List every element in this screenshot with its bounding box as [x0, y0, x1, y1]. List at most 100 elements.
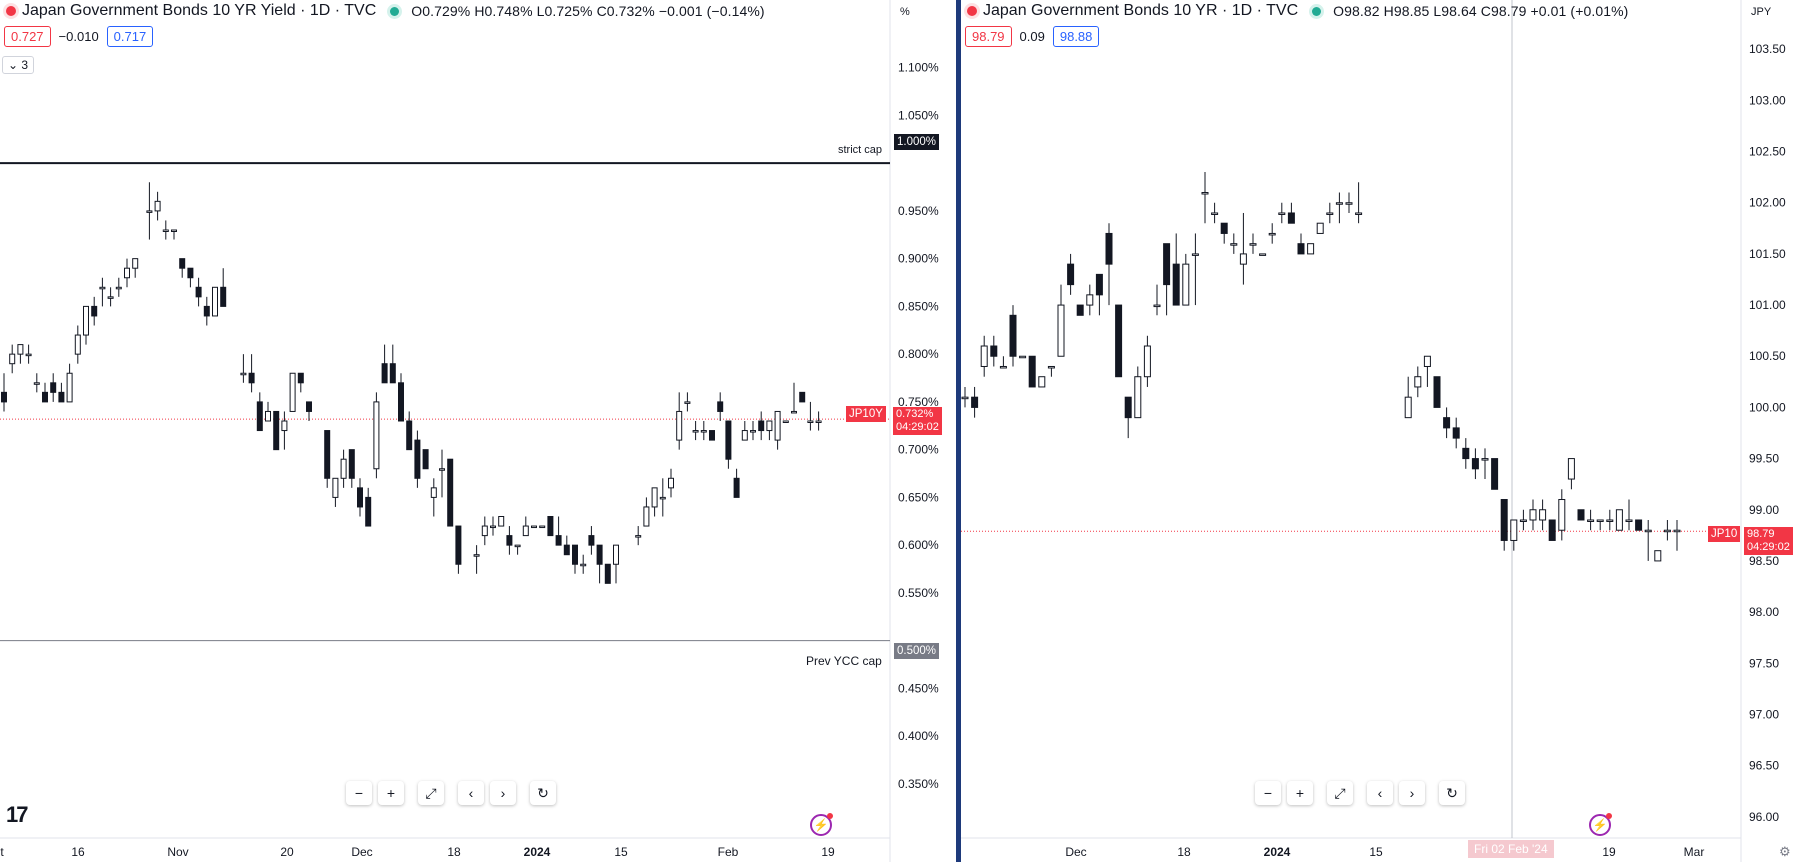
candle — [692, 421, 699, 441]
candle-body — [733, 477, 740, 498]
candle-body — [1201, 192, 1209, 195]
candle-body — [340, 458, 347, 479]
candle-body — [1510, 519, 1518, 541]
price-axis-label: 0.900% — [898, 252, 939, 266]
reset-chart-button[interactable]: ↻ — [1439, 781, 1465, 805]
candle-body — [782, 420, 789, 423]
candle-body — [522, 525, 529, 537]
time-axis-label: 15 — [1369, 845, 1383, 859]
candle-body — [99, 286, 106, 290]
candle-body — [1326, 212, 1334, 215]
candle-body — [162, 229, 169, 232]
data-status-icon — [390, 6, 400, 16]
scroll-left-button[interactable]: ‹ — [1367, 781, 1393, 805]
candle — [332, 477, 339, 507]
bid-price[interactable]: 98.79 — [965, 26, 1012, 47]
bid-price[interactable]: 0.727 — [4, 26, 51, 47]
candle-body — [1249, 243, 1257, 246]
candle-body — [961, 396, 969, 400]
candle — [1548, 519, 1556, 541]
candle — [980, 335, 988, 377]
candle-body — [414, 439, 421, 479]
candle — [1654, 550, 1662, 562]
candle — [124, 258, 130, 288]
candle-body — [613, 544, 619, 565]
fit-screen-button[interactable]: ⤢ — [1327, 781, 1353, 805]
candle-body — [604, 563, 611, 584]
price-axis-label: 0.450% — [898, 681, 939, 695]
candle-body — [514, 544, 521, 548]
candle-body — [531, 525, 537, 529]
candle — [1462, 438, 1470, 469]
candle-body — [1452, 427, 1460, 439]
candle-body — [124, 267, 130, 279]
candle-body — [1076, 304, 1084, 316]
candle-body — [1182, 263, 1190, 306]
candle — [1057, 284, 1065, 357]
candle — [1095, 273, 1103, 316]
candle-body — [1635, 519, 1643, 531]
candle-body — [1316, 222, 1324, 234]
data-status-icon — [1312, 6, 1322, 16]
candle — [588, 526, 595, 555]
scroll-right-button[interactable]: › — [1399, 781, 1425, 805]
candle-body — [1124, 396, 1132, 419]
pane-divider[interactable] — [956, 0, 961, 862]
zoom-out-button[interactable]: − — [1255, 781, 1281, 805]
last-price-tag: 0.732% 04:29:02 — [893, 407, 942, 435]
candle — [1567, 458, 1575, 490]
zoom-in-button[interactable]: + — [1287, 781, 1313, 805]
chart-pane-left[interactable]: 1.100% 1.050% 0.950% 0.900% 0.850% 0.800% 0.75… — [0, 0, 956, 862]
candle-body — [256, 401, 263, 432]
price-axis-label: 101.50 — [1749, 247, 1786, 261]
candle — [340, 449, 347, 488]
currency-label[interactable]: JPY — [1751, 6, 1772, 18]
settings-gear-icon[interactable]: ⚙ — [1779, 844, 1791, 859]
scroll-right-button[interactable]: › — [490, 781, 516, 805]
market-closed-icon — [6, 6, 16, 16]
candle — [17, 344, 24, 364]
zoom-in-button[interactable]: + — [378, 781, 404, 805]
candle — [1143, 335, 1151, 387]
ask-price[interactable]: 98.88 — [1052, 26, 1100, 47]
candle — [758, 411, 765, 441]
time-axis-label: Dec — [1065, 845, 1086, 859]
price-axis-label: 0.750% — [898, 395, 939, 409]
candle-body — [240, 372, 247, 376]
price-axis-label: 97.50 — [1749, 656, 1779, 670]
ycc-cap-label: Prev YCC cap — [806, 654, 882, 668]
candle-body — [66, 372, 73, 403]
candle — [414, 430, 421, 488]
scroll-left-button[interactable]: ‹ — [458, 781, 484, 805]
candle-body — [1172, 263, 1180, 306]
symbol-title[interactable]: Japan Government Bonds 10 YR Yield · 1D … — [22, 2, 377, 19]
candlestick-chart-left[interactable]: 1.100% 1.050% 0.950% 0.900% 0.850% 0.800% 0.75… — [0, 0, 956, 862]
candle — [1673, 519, 1681, 551]
symbol-title[interactable]: Japan Government Bonds 10 YR · 1D · TVC — [983, 2, 1299, 19]
candle-body — [439, 468, 445, 471]
spread-value: −0.010 — [58, 29, 99, 44]
candle — [1404, 376, 1412, 419]
candlestick-chart-right[interactable]: 103.50 103.00 102.50 102.00 101.50 101.00 100.… — [961, 0, 1803, 862]
candle-body — [750, 430, 756, 433]
candle-body — [107, 296, 114, 299]
candle-body — [1519, 519, 1527, 522]
chart-pane-right[interactable]: 103.50 103.00 102.50 102.00 101.50 101.00 100.… — [961, 0, 1803, 862]
candle-body — [1423, 355, 1431, 367]
candle-body — [1491, 458, 1499, 490]
price-axis-label: 0.600% — [898, 538, 939, 552]
ask-price[interactable]: 0.717 — [106, 26, 154, 47]
fit-screen-button[interactable]: ⤢ — [418, 781, 444, 805]
lightning-icon[interactable]: ⚡ — [810, 813, 833, 836]
lightning-icon[interactable]: ⚡ — [1589, 813, 1612, 836]
candle — [306, 401, 312, 421]
zoom-out-button[interactable]: − — [346, 781, 372, 805]
reset-chart-button[interactable]: ↻ — [530, 781, 556, 805]
candle — [1471, 448, 1479, 480]
candle-body — [381, 363, 388, 384]
time-axis-label: Nov — [167, 845, 188, 859]
time-axis-label: 16 — [71, 845, 85, 859]
indicators-toggle[interactable]: ⌄ 3 — [2, 56, 35, 74]
candle — [357, 478, 363, 517]
tradingview-logo[interactable]: 17 — [6, 802, 29, 827]
